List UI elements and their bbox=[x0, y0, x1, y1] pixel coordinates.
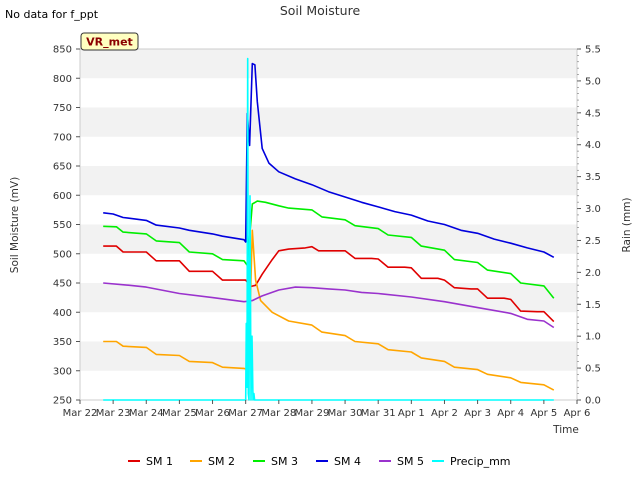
y-tick-label: 400 bbox=[53, 308, 72, 319]
x-tick-label: Mar 22 bbox=[63, 408, 98, 419]
x-tick-label: Mar 30 bbox=[328, 408, 363, 419]
x-tick-label: Mar 26 bbox=[195, 408, 230, 419]
y2-tick-label: 1.5 bbox=[585, 300, 601, 311]
x-tick-label: Apr 1 bbox=[398, 408, 425, 419]
no-data-note: No data for f_ppt bbox=[5, 8, 99, 21]
grid-band bbox=[80, 78, 577, 108]
legend-item-sm-5: SM 5 bbox=[379, 455, 424, 468]
y2-tick-label: 5.5 bbox=[585, 45, 601, 56]
y2-tick-label: 1.0 bbox=[585, 332, 601, 343]
x-tick-label: Apr 2 bbox=[431, 408, 458, 419]
x-tick-label: Apr 5 bbox=[530, 408, 557, 419]
y-axis-left: 250 300 350 400 450 500 550 600 650 700 750 800 850 bbox=[53, 45, 80, 407]
y2-tick-label: 2.5 bbox=[585, 236, 601, 247]
y2-axis-label: Rain (mm) bbox=[621, 197, 633, 252]
y-tick-label: 700 bbox=[53, 132, 72, 143]
y2-tick-label: 4.5 bbox=[585, 108, 601, 119]
y-tick-label: 600 bbox=[53, 191, 72, 202]
grid-band bbox=[80, 166, 577, 196]
y2-tick-label: 0.5 bbox=[585, 364, 601, 375]
y-tick-label: 750 bbox=[53, 103, 72, 114]
grid-band bbox=[80, 49, 577, 79]
station-badge: VR_met bbox=[80, 32, 139, 51]
legend-label: SM 4 bbox=[334, 455, 361, 468]
y-tick-label: 250 bbox=[53, 396, 72, 407]
grid-band bbox=[80, 341, 577, 371]
y2-tick-label: 5.0 bbox=[585, 76, 601, 87]
y-tick-label: 500 bbox=[53, 249, 72, 260]
y2-tick-label: 4.0 bbox=[585, 140, 601, 151]
grid-band bbox=[80, 253, 577, 283]
legend: SM 1 SM 2 SM 3 SM 4 SM 5 Precip_mm bbox=[128, 455, 511, 468]
legend-label: SM 2 bbox=[208, 455, 235, 468]
legend-label: SM 5 bbox=[397, 455, 424, 468]
x-tick-label: Mar 23 bbox=[96, 408, 131, 419]
x-tick-label: Apr 6 bbox=[564, 408, 591, 419]
legend-item-sm-3: SM 3 bbox=[253, 455, 298, 468]
y-tick-label: 300 bbox=[53, 366, 72, 377]
legend-label: Precip_mm bbox=[450, 455, 511, 468]
chart-title: Soil Moisture bbox=[280, 3, 361, 18]
y2-tick-label: 3.5 bbox=[585, 172, 601, 183]
series-line-sm-1 bbox=[103, 245, 555, 323]
y-tick-label: 350 bbox=[53, 337, 72, 348]
x-tick-label: Apr 4 bbox=[497, 408, 524, 419]
series-line-sm-3 bbox=[103, 200, 555, 299]
y2-tick-label: 3.0 bbox=[585, 204, 601, 215]
series-layer bbox=[103, 57, 555, 401]
x-tick-label: Mar 29 bbox=[295, 408, 330, 419]
series-line-sm-2 bbox=[103, 229, 555, 391]
legend-item-sm-1: SM 1 bbox=[128, 455, 173, 468]
y-tick-label: 800 bbox=[53, 74, 72, 85]
x-tick-label: Mar 25 bbox=[162, 408, 197, 419]
y-tick-label: 550 bbox=[53, 220, 72, 231]
y-axis-label: Soil Moisture (mV) bbox=[9, 177, 21, 273]
legend-label: SM 1 bbox=[146, 455, 173, 468]
y-tick-label: 450 bbox=[53, 279, 72, 290]
x-tick-label: Mar 27 bbox=[228, 408, 263, 419]
grid-band bbox=[80, 136, 577, 166]
legend-item-precip-mm: Precip_mm bbox=[432, 455, 511, 468]
x-tick-label: Mar 31 bbox=[361, 408, 396, 419]
series-line-sm-4 bbox=[103, 62, 555, 259]
y-tick-label: 850 bbox=[53, 45, 72, 56]
y-axis-right: 0.0 0.5 1.0 1.5 2.0 2.5 3.0 3.5 4.0 4.5 5.0 5.5 bbox=[577, 45, 601, 407]
x-axis-label: Time bbox=[552, 424, 579, 436]
series-line-sm-5 bbox=[103, 282, 555, 329]
grid-band bbox=[80, 312, 577, 342]
y2-tick-label: 0.0 bbox=[585, 396, 601, 407]
grid-band bbox=[80, 107, 577, 137]
x-tick-label: Mar 24 bbox=[129, 408, 164, 419]
plot-background-bands bbox=[80, 49, 577, 400]
y2-tick-label: 2.0 bbox=[585, 268, 601, 279]
legend-item-sm-2: SM 2 bbox=[190, 455, 235, 468]
x-tick-label: Mar 28 bbox=[261, 408, 296, 419]
x-tick-label: Apr 3 bbox=[464, 408, 491, 419]
series-line-precip-mm bbox=[103, 57, 554, 401]
y-tick-label: 650 bbox=[53, 162, 72, 173]
legend-label: SM 3 bbox=[271, 455, 298, 468]
station-badge-label: VR_met bbox=[86, 36, 133, 49]
grid-band bbox=[80, 370, 577, 400]
grid-band bbox=[80, 195, 577, 225]
legend-item-sm-4: SM 4 bbox=[316, 455, 361, 468]
